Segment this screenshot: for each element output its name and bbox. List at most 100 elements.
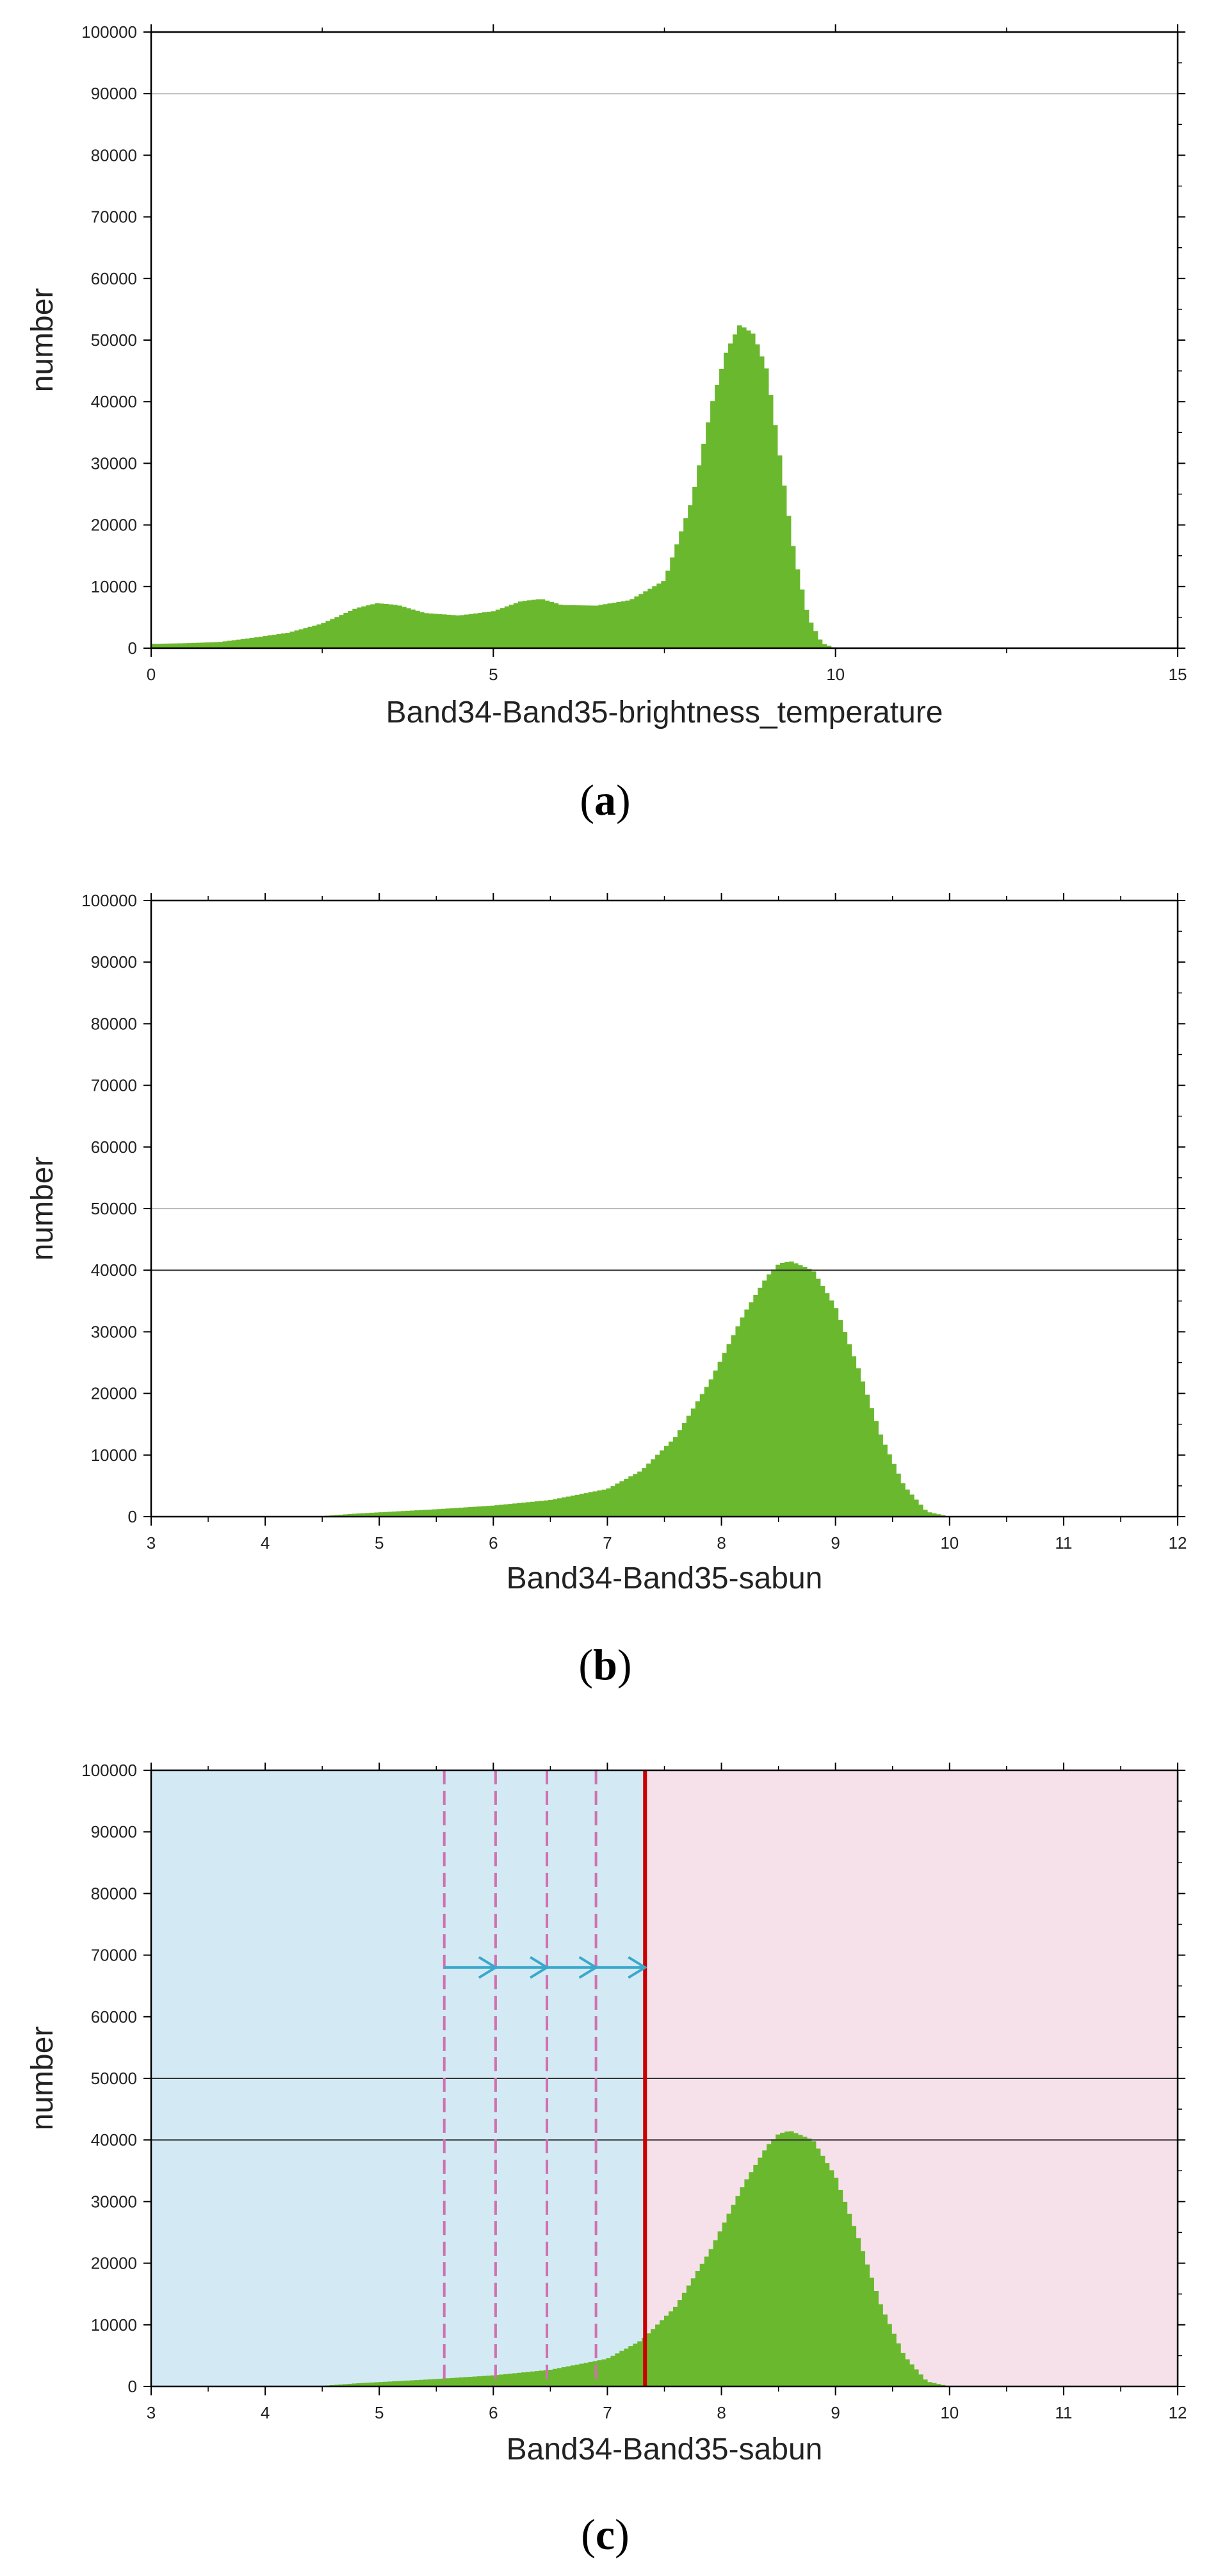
histogram-bar <box>494 2375 500 2386</box>
histogram-bar <box>838 1320 843 1517</box>
histogram-bar <box>882 2314 888 2386</box>
histogram-bar <box>200 642 206 648</box>
histogram-bar <box>410 609 416 648</box>
histogram-bar <box>436 1509 442 1517</box>
histogram-bar <box>468 614 474 648</box>
x-tick-label: 12 <box>1169 2403 1187 2422</box>
histogram-bar <box>357 607 362 648</box>
histogram-bar <box>401 2381 406 2386</box>
x-tick-label: 5 <box>375 1533 384 1553</box>
histogram-bar <box>396 1511 402 1517</box>
histogram-bar <box>887 2324 892 2386</box>
histogram-bar <box>710 401 715 648</box>
histogram-bar <box>433 614 438 648</box>
histogram-bar <box>719 368 724 648</box>
histogram-bar <box>624 2348 629 2386</box>
histogram-bar <box>781 485 787 648</box>
histogram-bar <box>900 1483 906 1517</box>
histogram-bar <box>763 368 769 648</box>
histogram-bar <box>838 2190 843 2386</box>
histogram-bar <box>601 2359 607 2386</box>
histogram-bar <box>574 2364 580 2386</box>
histogram-bar <box>334 617 339 648</box>
plot-frame <box>150 31 1179 649</box>
x-tick-label: 5 <box>375 2403 384 2422</box>
histogram-bar <box>668 2311 674 2386</box>
histogram-bar <box>869 2278 874 2386</box>
histogram-bar <box>409 2380 415 2386</box>
histogram-bar <box>643 591 648 648</box>
histogram-bar <box>552 2368 558 2386</box>
histogram-bar <box>495 609 501 648</box>
histogram-bar <box>829 2170 834 2386</box>
y-tick-label: 30000 <box>91 453 137 473</box>
histogram-bar <box>415 610 420 648</box>
histogram-bar <box>758 2157 763 2386</box>
histogram-bar <box>267 635 273 648</box>
histogram-bar <box>405 1510 410 1517</box>
histogram-bar <box>909 2364 914 2386</box>
histogram-bar <box>878 1434 883 1517</box>
x-tick-label: 15 <box>1169 665 1187 684</box>
arrow-head <box>578 1956 599 1979</box>
histogram-bar <box>793 2133 799 2386</box>
histogram-bar <box>625 600 630 648</box>
histogram-bar <box>384 604 389 648</box>
histogram-bar <box>548 1500 553 1517</box>
x-axis-title: Band34-Band35-brightness_temperature <box>386 696 943 730</box>
histogram-bar <box>802 2137 808 2386</box>
x-tick-label: 12 <box>1169 1533 1187 1553</box>
histogram-bar <box>330 619 335 648</box>
histogram-bar <box>423 2379 428 2386</box>
histogram-bar <box>570 1496 576 1517</box>
histogram-bar <box>459 615 465 648</box>
histogram-bar <box>896 2343 901 2386</box>
histogram-bar <box>612 603 617 648</box>
histogram-bar <box>500 608 505 648</box>
histogram-bar <box>767 1274 772 1517</box>
histogram-bar <box>427 1509 433 1517</box>
histogram-bar <box>847 1344 852 1517</box>
histogram-bar <box>762 2150 767 2386</box>
histogram-bar <box>476 2376 482 2386</box>
histogram-bar <box>321 623 327 648</box>
histogram-bar <box>227 640 232 648</box>
histogram-bar <box>258 637 264 648</box>
histogram-bar <box>379 603 384 648</box>
histogram-bar <box>414 1510 419 1517</box>
histogram-bar <box>633 1474 638 1517</box>
histogram-bar <box>936 1514 941 1517</box>
histogram-bar <box>508 605 514 648</box>
x-tick-label: 6 <box>489 2403 498 2422</box>
histogram-bar <box>740 1317 745 1517</box>
histogram-bar <box>638 594 644 648</box>
histogram-bar <box>665 570 671 648</box>
y-tick-label: 90000 <box>91 84 137 103</box>
histogram-bar <box>776 1264 781 1517</box>
histogram-bar <box>878 2304 883 2386</box>
y-tick-label: 80000 <box>91 1014 137 1033</box>
histogram-bar <box>817 639 823 648</box>
histogram-bar <box>726 2213 732 2386</box>
histogram-bar <box>561 1497 567 1517</box>
histogram-bar <box>512 1503 517 1517</box>
histogram-bar <box>615 2353 620 2386</box>
x-tick-label: 10 <box>940 2403 959 2422</box>
x-tick-label: 0 <box>147 665 156 684</box>
histogram-bar <box>186 643 192 648</box>
histogram-bar <box>383 2381 388 2386</box>
histogram-bar <box>535 2371 540 2386</box>
histogram-bar <box>776 2134 781 2386</box>
histogram-bar <box>780 2132 785 2386</box>
histogram-bar <box>164 643 170 648</box>
histogram-bar <box>601 1489 607 1517</box>
histogram-bar <box>637 2341 642 2386</box>
histogram-bar <box>704 2256 710 2386</box>
histogram-bar <box>597 2360 603 2386</box>
histogram-bar <box>530 1501 535 1517</box>
histogram-bar <box>450 1508 455 1517</box>
panel-label: (b) <box>578 1640 631 1689</box>
histogram-bar <box>231 640 237 648</box>
histogram-bar <box>786 516 792 648</box>
histogram-bar <box>741 327 747 648</box>
